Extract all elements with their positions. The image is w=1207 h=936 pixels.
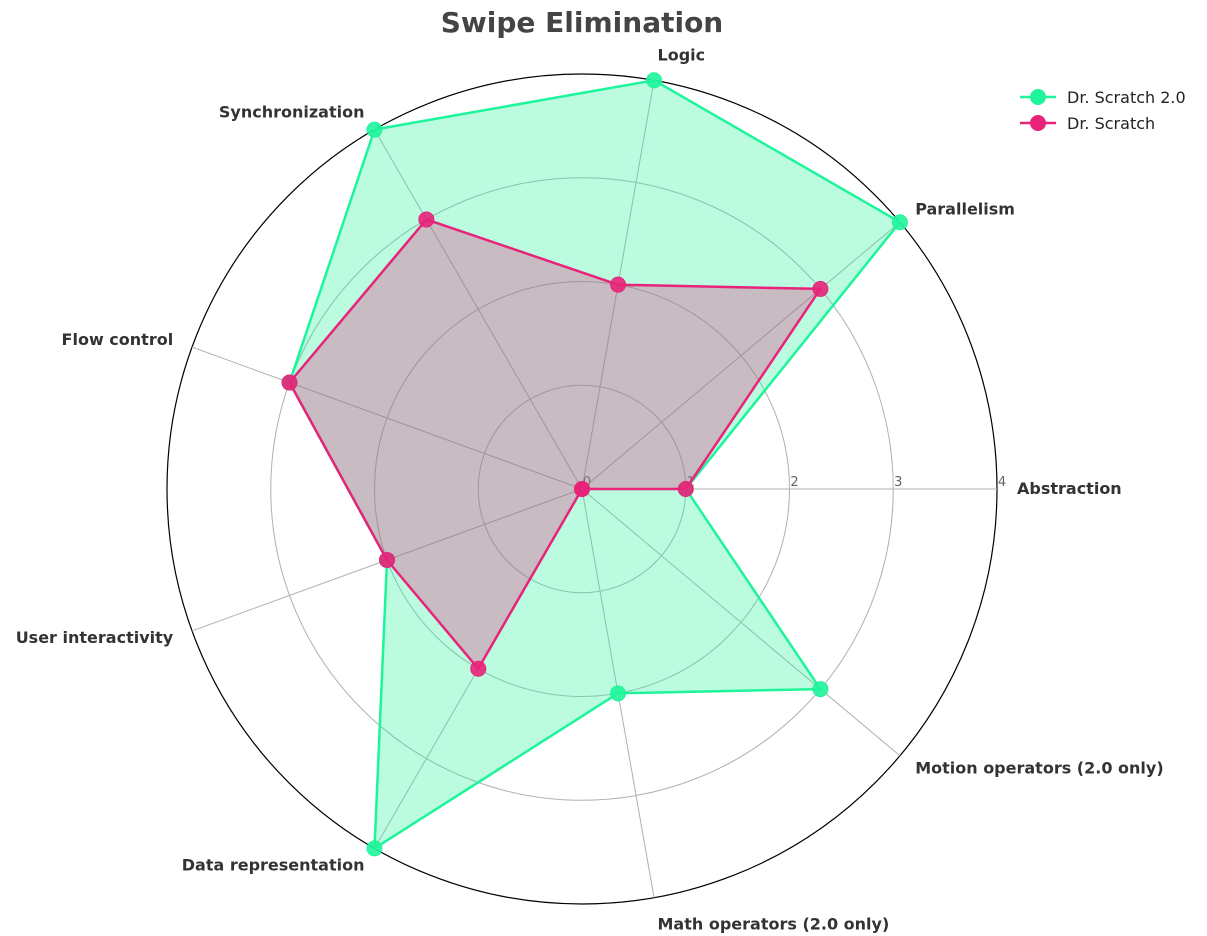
category-label: Parallelism xyxy=(915,199,1015,218)
radar-labels: Abstraction Parallelism Logic Synchronizati… xyxy=(16,46,1164,934)
category-label: Abstraction xyxy=(1017,479,1122,498)
data-point xyxy=(891,214,908,231)
data-point xyxy=(366,121,383,138)
radial-tick-label: 0 xyxy=(583,475,591,490)
category-label: Logic xyxy=(658,46,706,65)
category-label: User interactivity xyxy=(16,628,174,647)
data-point xyxy=(418,211,435,228)
data-point xyxy=(470,660,487,677)
category-label: Math operators (2.0 only) xyxy=(658,914,890,933)
category-label: Flow control xyxy=(62,330,174,349)
spoke-line xyxy=(581,221,901,490)
radar-series xyxy=(281,72,908,857)
radial-tick-label: 4 xyxy=(998,475,1006,490)
legend-label: Dr. Scratch xyxy=(1067,114,1155,133)
legend: Dr. Scratch 2.0 Dr. Scratch xyxy=(1020,88,1186,133)
data-point xyxy=(812,280,829,297)
data-point xyxy=(379,551,396,568)
data-point xyxy=(574,481,590,497)
spoke-line xyxy=(374,129,583,490)
radial-tick-label: 2 xyxy=(790,475,798,490)
category-label: Synchronization xyxy=(219,102,365,121)
data-point xyxy=(366,840,383,857)
radial-tick-label: 3 xyxy=(894,475,902,490)
data-point xyxy=(281,374,298,391)
chart-title: Swipe Elimination xyxy=(441,6,724,39)
data-point xyxy=(812,681,829,698)
data-point xyxy=(677,481,694,497)
category-label: Motion operators (2.0 only) xyxy=(915,759,1163,778)
data-point xyxy=(646,72,663,89)
legend-marker xyxy=(1030,89,1046,105)
legend-marker xyxy=(1030,115,1046,131)
data-point xyxy=(610,276,627,293)
spoke-line xyxy=(191,346,583,490)
legend-label: Dr. Scratch 2.0 xyxy=(1067,88,1186,107)
spoke-line xyxy=(581,488,901,757)
data-point xyxy=(610,685,627,702)
category-label: Data representation xyxy=(182,856,365,875)
